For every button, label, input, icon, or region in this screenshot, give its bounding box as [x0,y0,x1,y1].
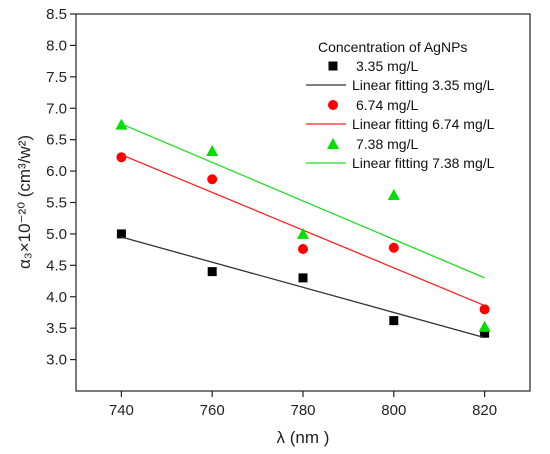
plot-area [115,118,491,339]
x-axis: 740 760 780 800 820 [109,391,497,419]
y-tick-label: 3.0 [46,352,67,369]
legend-item: 7.38 mg/L [327,136,418,152]
legend-label: Linear fitting 6.74 mg/L [352,116,495,132]
legend-marker-swatch [328,100,338,110]
x-tick-label: 740 [109,402,134,419]
series-5 [121,123,485,279]
legend-marker-swatch [327,138,339,149]
series-1 [121,236,485,339]
y-tick-label: 8.0 [46,37,67,54]
legend-marker-swatch [328,61,338,71]
legend-item: 6.74 mg/L [328,97,418,113]
series-2 [116,152,490,315]
y-tick-label: 4.0 [46,289,67,306]
y-axis: 3.0 3.5 4.0 4.5 5.0 5.5 6.0 6.5 7.0 7.5 8.0 8.5 [46,6,76,369]
y-tick-label: 3.5 [46,320,67,337]
series-0 [116,229,490,338]
data-point [116,229,126,239]
y-tick-label: 7.5 [46,69,67,86]
legend-label: 6.74 mg/L [356,97,418,113]
legend-item: 3.35 mg/L [328,58,418,74]
plot-frame [75,13,531,392]
y-tick-label: 6.5 [46,132,67,149]
data-point [478,320,491,332]
x-tick-label: 820 [472,402,497,419]
data-point [298,243,308,254]
data-point [387,188,400,200]
legend: Concentration of AgNPs 3.35 mg/L Linear fi… [306,39,495,171]
data-point [116,152,127,163]
data-point [389,316,399,326]
legend-label: 7.38 mg/L [356,136,418,152]
data-point [207,174,218,185]
y-tick-label: 5.5 [46,195,67,212]
x-tick-label: 800 [381,402,406,419]
data-point [297,227,309,239]
data-point [480,328,490,338]
legend-label: Linear fitting 7.38 mg/L [352,155,495,171]
fit-line [121,236,485,339]
y-tick-label: 7.0 [46,100,67,117]
data-point [207,267,217,277]
x-axis-label: λ (nm ) [277,428,330,447]
data-point [206,144,219,156]
y-tick-label: 4.5 [46,257,67,274]
y-tick-label: 5.0 [46,226,67,243]
data-point [298,273,308,283]
legend-item: Linear fitting 7.38 mg/L [306,155,495,171]
x-tick-label: 760 [200,402,225,419]
y-axis-label: α₃×10⁻²⁰ (cm³/w²) [15,135,34,269]
y-tick-label: 6.0 [46,163,67,180]
series-4 [115,118,491,332]
legend-item: Linear fitting 3.35 mg/L [306,77,495,93]
fit-line [121,123,485,279]
legend-label: Linear fitting 3.35 mg/L [352,77,495,93]
data-point [479,304,490,315]
legend-title: Concentration of AgNPs [318,39,467,55]
y-tick-label: 8.5 [46,6,67,23]
data-point [388,242,399,253]
x-tick-label: 780 [290,402,315,419]
legend-item: Linear fitting 6.74 mg/L [306,116,495,132]
legend-label: 3.35 mg/L [356,58,418,74]
